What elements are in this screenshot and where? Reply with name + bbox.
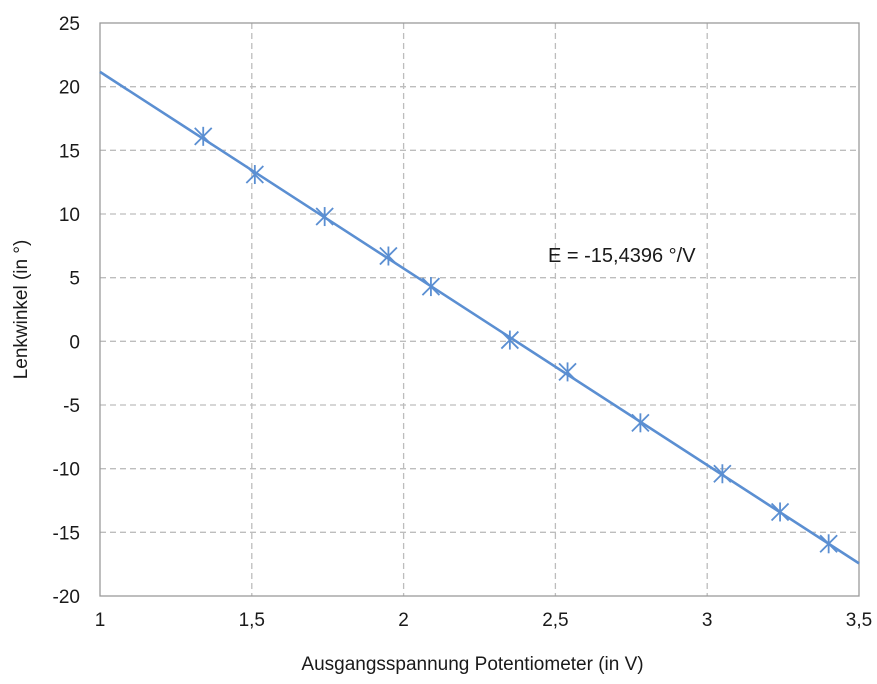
slope-annotation: E = -15,4396 °/V xyxy=(548,245,696,267)
data-point xyxy=(500,330,519,350)
data-point xyxy=(194,126,213,146)
x-tick-label: 1 xyxy=(95,610,106,631)
y-tick-label: -10 xyxy=(53,460,80,481)
data-point xyxy=(245,165,264,185)
gridlines xyxy=(100,23,859,596)
trendline xyxy=(99,70,860,565)
y-tick-label: 0 xyxy=(69,332,80,353)
data-point xyxy=(631,413,650,433)
x-tick-label: 2 xyxy=(398,610,409,631)
x-axis-ticks: 1 1,5 2 2,5 3 3,5 xyxy=(95,610,873,631)
data-point xyxy=(770,502,790,522)
y-tick-label: 15 xyxy=(59,141,80,162)
y-axis-label: Lenkwinkel (in °) xyxy=(11,240,32,380)
y-tick-label: -5 xyxy=(63,396,80,417)
y-tick-label: 20 xyxy=(59,78,80,99)
y-tick-label: 5 xyxy=(69,269,80,290)
data-point xyxy=(819,534,838,554)
plot-area-frame xyxy=(99,22,860,597)
x-axis-label: Ausgangsspannung Potentiometer (in V) xyxy=(301,654,643,675)
y-tick-label: 25 xyxy=(59,14,80,35)
x-tick-label: 2,5 xyxy=(542,610,568,631)
data-point xyxy=(713,464,732,484)
data-point xyxy=(315,207,334,227)
y-tick-label: -15 xyxy=(53,523,80,544)
x-tick-label: 3 xyxy=(702,610,713,631)
data-point xyxy=(379,246,398,266)
y-axis-ticks: -20 -15 -10 -5 0 5 10 15 20 25 xyxy=(53,14,80,608)
data-point xyxy=(558,362,577,382)
data-markers xyxy=(194,126,838,554)
data-point xyxy=(421,277,441,297)
y-tick-label: -20 xyxy=(53,587,80,608)
x-tick-label: 1,5 xyxy=(239,610,265,631)
y-tick-label: 10 xyxy=(59,205,80,226)
x-tick-label: 3,5 xyxy=(846,610,872,631)
